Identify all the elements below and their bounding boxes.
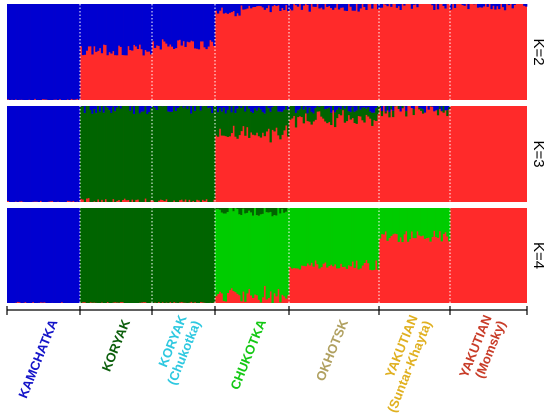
individual-bar-blue bbox=[322, 4, 324, 9]
population-label: YAKUTIAN(Momsky) bbox=[456, 313, 508, 385]
individual-bar-blue bbox=[487, 4, 489, 7]
individual-bar-blue bbox=[403, 4, 405, 6]
panel-label: K=2 bbox=[530, 38, 547, 65]
population-label: KORYAK(Chukotka) bbox=[150, 312, 203, 387]
individual-bar-blue bbox=[51, 208, 53, 303]
individual-bar-blue bbox=[34, 106, 36, 202]
individual-bar-blue bbox=[392, 106, 394, 111]
individual-bar-blue bbox=[525, 4, 527, 7]
individual-bar-blue bbox=[508, 4, 510, 5]
individual-bar-dkgreen bbox=[330, 113, 332, 125]
individual-bar-blue bbox=[477, 4, 479, 8]
individual-bar-dkgreen bbox=[413, 109, 415, 115]
individual-bar-blue bbox=[413, 106, 415, 109]
individual-bar-blue bbox=[334, 4, 336, 8]
individual-bar-blue bbox=[34, 4, 36, 99]
individual-bar-blue bbox=[51, 106, 53, 201]
individual-bar-blue bbox=[303, 4, 305, 6]
individual-bar-blue bbox=[494, 4, 496, 10]
individual-bar-blue bbox=[504, 4, 506, 10]
structure-panels bbox=[7, 4, 527, 303]
population-label: OKHOTSK bbox=[313, 317, 351, 383]
individual-bar-blue bbox=[371, 4, 373, 9]
individual-bar-dkgreen bbox=[405, 111, 407, 116]
population-label-line: KAMCHATKA bbox=[15, 317, 60, 401]
individual-bar-blue bbox=[514, 4, 516, 5]
individual-bar-blue bbox=[309, 4, 311, 12]
individual-bar-dkgreen bbox=[437, 110, 439, 116]
individual-bar-blue bbox=[51, 4, 53, 100]
individual-bar-blue bbox=[70, 208, 72, 303]
individual-bar-blue bbox=[481, 4, 483, 8]
individual-bar-blue bbox=[70, 4, 72, 99]
population-label: CHUKOTKA bbox=[227, 317, 269, 392]
individual-bar-blue bbox=[70, 106, 72, 202]
individual-bar-dkgreen bbox=[401, 106, 403, 108]
individual-bar-blue bbox=[386, 4, 388, 6]
individual-bar-blue bbox=[390, 4, 392, 7]
individual-bar-blue bbox=[314, 4, 316, 7]
individual-bar-blue bbox=[238, 4, 240, 16]
panel-k2 bbox=[7, 4, 527, 100]
individual-bar-blue bbox=[433, 4, 435, 10]
individual-bar-blue bbox=[496, 4, 498, 6]
individual-bar-blue bbox=[428, 106, 430, 110]
individual-bar-blue bbox=[381, 106, 383, 111]
population-axis bbox=[7, 306, 527, 315]
panel-label: K=3 bbox=[530, 140, 547, 167]
individual-bar-blue bbox=[291, 4, 293, 10]
panel-k3 bbox=[7, 106, 527, 202]
individual-bar-blue bbox=[365, 4, 367, 10]
individual-bar-dkgreen bbox=[392, 111, 394, 117]
individual-bar-dkgreen bbox=[381, 111, 383, 116]
individual-bar-blue bbox=[498, 4, 500, 9]
population-labels: KAMCHATKA KORYAK KORYAK(Chukotka) CHUKOTKA O… bbox=[15, 312, 508, 414]
population-label: KAMCHATKA bbox=[15, 317, 60, 401]
individual-bar-dkgreen bbox=[340, 109, 342, 115]
population-label: YAKUTIAN(Suntar-Khayta) bbox=[370, 313, 434, 414]
population-label-line: KORYAK bbox=[99, 317, 134, 374]
individual-bar-blue bbox=[467, 4, 469, 9]
individual-bar-blue bbox=[359, 4, 361, 8]
individual-bar-blue bbox=[523, 4, 525, 6]
individual-bar-blue bbox=[444, 4, 446, 9]
individual-bar-dkgreen bbox=[446, 110, 448, 116]
panel-labels: K=2 K=3 K=4 bbox=[530, 38, 547, 269]
individual-bar-blue bbox=[354, 4, 356, 11]
individual-bar-blue bbox=[437, 4, 439, 9]
individual-bar-blue bbox=[454, 4, 456, 8]
panel-label: K=4 bbox=[530, 242, 547, 269]
population-label: KORYAK bbox=[99, 317, 134, 374]
individual-bar-blue bbox=[15, 208, 17, 303]
population-label-line: CHUKOTKA bbox=[227, 317, 269, 392]
population-label-line: OKHOTSK bbox=[313, 317, 351, 383]
individual-bar-blue bbox=[297, 4, 299, 7]
individual-bar-blue bbox=[462, 4, 464, 5]
individual-bar-blue bbox=[15, 106, 17, 202]
individual-bar-blue bbox=[34, 208, 36, 303]
panel-k4 bbox=[7, 208, 527, 303]
individual-bar-dkgreen bbox=[385, 111, 387, 113]
individual-bar-blue bbox=[15, 4, 17, 99]
individual-bar-blue bbox=[416, 4, 418, 7]
individual-bar-blue bbox=[424, 106, 426, 113]
individual-bar-blue bbox=[381, 4, 383, 8]
individual-bar-blue bbox=[346, 4, 348, 11]
individual-bar-blue bbox=[483, 4, 485, 6]
individual-bar-blue bbox=[463, 4, 465, 6]
individual-bar-blue bbox=[400, 4, 402, 10]
individual-bar-blue bbox=[405, 106, 407, 111]
individual-bar-dkgreen bbox=[388, 112, 390, 117]
